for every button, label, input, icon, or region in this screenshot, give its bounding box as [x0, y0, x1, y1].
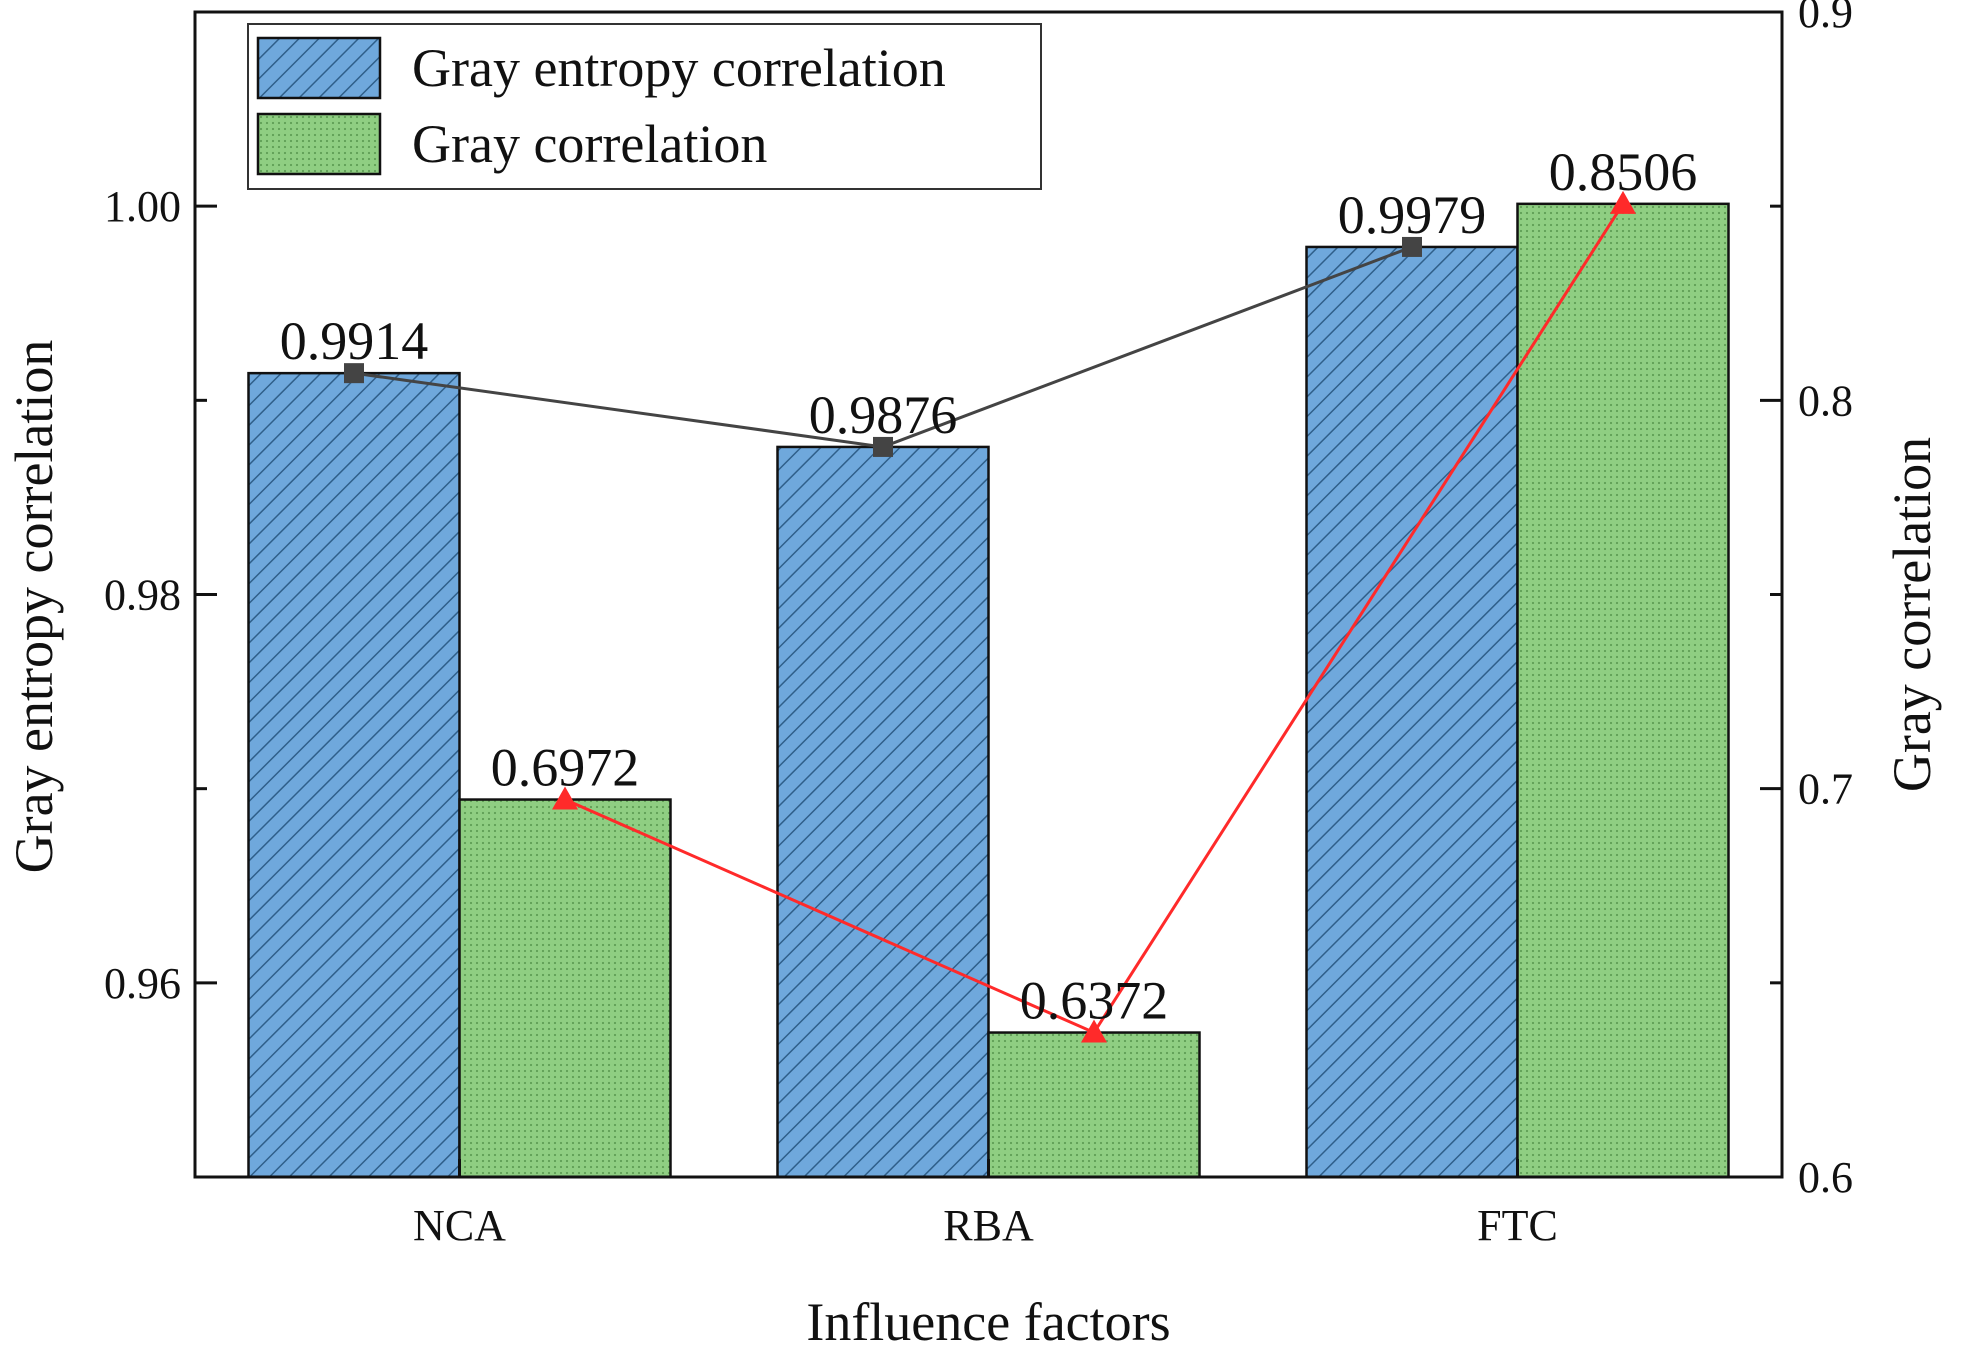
right-tick-label: 0.8	[1798, 376, 1853, 425]
marker-gray-ftc	[1610, 190, 1636, 214]
bar-gray-entropy-rba	[776, 445, 990, 1179]
marker-gray-entropy-rba	[873, 436, 893, 457]
legend: Gray entropy correlation Gray correlation	[247, 23, 1042, 190]
y-axis-right-title: Gray correlation	[1882, 437, 1942, 792]
legend-label-gray-entropy: Gray entropy correlation	[412, 38, 946, 98]
lines-layer	[344, 190, 1636, 1043]
x-tick-label-nca: NCA	[413, 1201, 506, 1250]
left-tick-label: 1.00	[104, 182, 181, 231]
bar-gray-entropy-ftc	[1305, 245, 1519, 1179]
bar-gray-ftc	[1516, 202, 1730, 1179]
left-tick-label: 0.96	[104, 959, 181, 1008]
legend-swatch-gray	[256, 112, 382, 176]
data-label-gray-ftc: 0.8506	[1549, 142, 1698, 202]
marker-gray-entropy-nca	[344, 363, 364, 384]
x-tick-label-rba: RBA	[943, 1201, 1034, 1250]
marker-gray-rba	[1081, 1019, 1107, 1043]
right-tick-label: 0.7	[1798, 765, 1853, 814]
right-tick-label: 0.6	[1798, 1153, 1853, 1202]
legend-label-gray: Gray correlation	[412, 114, 767, 174]
data-label-gray-rba: 0.6372	[1020, 971, 1169, 1031]
marker-gray-nca	[552, 786, 578, 810]
bar-gray-rba	[987, 1031, 1201, 1179]
x-tick-label-ftc: FTC	[1477, 1201, 1558, 1250]
data-label-gray-entropy-ftc: 0.9979	[1338, 185, 1487, 245]
labels-layer: 0.9914 0.9876 0.9979 0.6972 0.6372 0.8506	[280, 142, 1698, 1031]
marker-gray-entropy-ftc	[1402, 236, 1422, 257]
data-label-gray-entropy-rba: 0.9876	[809, 385, 958, 445]
left-tick-label: 0.98	[104, 571, 181, 620]
axes-layer: 0.96 0.98 1.00 0.6 0.7 0.8 0.9 NCA RBA FTC Influen…	[4, 0, 1942, 1352]
data-label-gray-nca: 0.6972	[491, 738, 640, 798]
y-axis-left-title: Gray entropy correlation	[4, 340, 64, 874]
data-label-gray-entropy-nca: 0.9914	[280, 311, 429, 371]
legend-swatch-gray-entropy	[256, 36, 382, 100]
bar-gray-entropy-nca	[247, 371, 461, 1179]
bar-gray-nca	[458, 798, 672, 1179]
bars-layer	[247, 202, 1730, 1179]
right-tick-label: 0.9	[1798, 0, 1853, 37]
x-axis-title: Influence factors	[806, 1292, 1170, 1352]
